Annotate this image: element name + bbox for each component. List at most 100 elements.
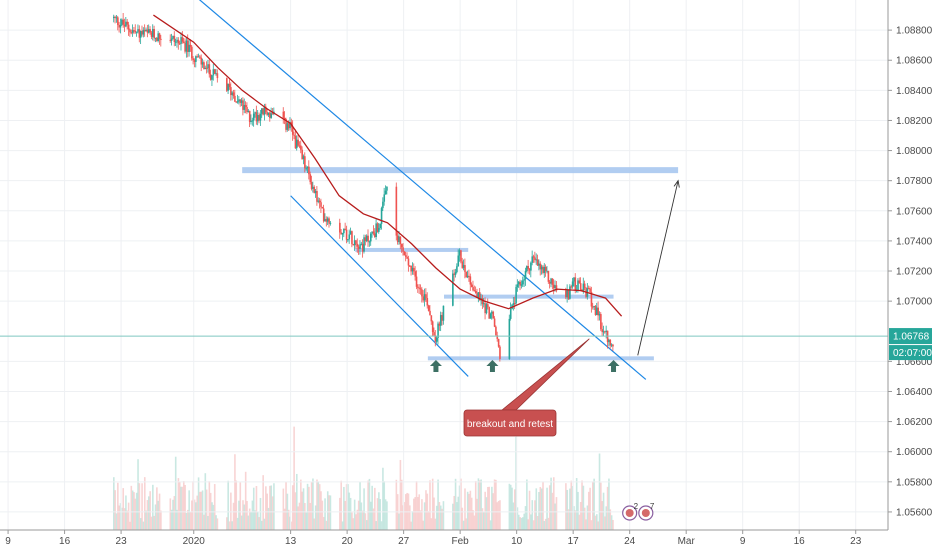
volume-bar	[522, 517, 524, 530]
volume-bar	[156, 487, 158, 530]
volume-bar	[575, 478, 578, 530]
volume-bar	[192, 481, 194, 530]
volume-bar	[474, 480, 477, 530]
candle-body	[365, 235, 368, 241]
candle-body	[287, 123, 290, 129]
x-tick-label: 9	[5, 536, 11, 547]
candle-body	[199, 56, 201, 58]
candle-body	[567, 289, 570, 299]
candle-body	[410, 265, 412, 272]
candle-body	[117, 17, 119, 26]
candle-body	[141, 31, 143, 35]
candle-body	[569, 286, 571, 299]
y-tick-label: 1.07400	[896, 236, 932, 247]
candle-body	[578, 280, 581, 284]
candle-body	[215, 73, 217, 75]
candle-body	[597, 307, 599, 316]
volume-bar	[142, 521, 145, 530]
candle-body	[203, 62, 205, 70]
candle-body	[538, 263, 540, 266]
candle-body	[197, 56, 200, 58]
callout-text: breakout and retest	[467, 419, 553, 430]
zone-mid-resistance	[355, 247, 469, 252]
candle-body	[282, 111, 285, 118]
candle-body	[512, 303, 515, 305]
volume-bar	[204, 473, 207, 530]
candle-body	[487, 304, 489, 307]
y-tick-label: 1.06200	[896, 417, 932, 428]
candle-body	[236, 101, 239, 103]
volume-bar	[539, 486, 542, 530]
candle-body	[254, 112, 256, 114]
candle-body	[402, 247, 404, 252]
volume-bar	[484, 491, 486, 530]
candle-body	[427, 305, 430, 311]
volume-bar	[248, 508, 251, 530]
volume-bar	[255, 486, 258, 530]
volume-bar	[433, 497, 435, 530]
x-tick-label: 2020	[183, 536, 206, 547]
volume-bar	[115, 513, 118, 530]
callout-box	[463, 409, 557, 437]
volume-bar	[458, 485, 461, 530]
candle-body	[468, 275, 470, 277]
volume-bar	[122, 488, 125, 530]
volume-bar	[380, 521, 383, 530]
volume-bar	[508, 483, 511, 530]
candle-body	[180, 37, 182, 44]
candle-body	[411, 267, 414, 272]
volume-bar	[197, 477, 200, 530]
candle-body	[118, 25, 120, 28]
y-tick-label: 1.05800	[896, 477, 932, 488]
volume-bar	[427, 511, 430, 530]
candle-body	[550, 278, 552, 284]
candle-body	[204, 67, 207, 70]
candle-body	[540, 266, 543, 270]
volume-bar	[454, 478, 457, 530]
volume-bar	[434, 518, 437, 530]
candle-body	[308, 166, 310, 175]
candle-body	[375, 223, 377, 238]
volume-bar	[185, 512, 188, 530]
candle-body	[302, 156, 305, 159]
volume-bar	[181, 486, 184, 530]
candle-body	[150, 32, 153, 37]
candle-body	[125, 21, 127, 27]
candle-body	[605, 330, 608, 332]
candle-body	[213, 69, 216, 74]
candle-body	[255, 112, 258, 122]
projection-arrow-line	[637, 180, 679, 356]
candle-body	[418, 287, 421, 289]
candle-body	[252, 113, 255, 121]
candle-body	[127, 24, 130, 30]
volume-bar	[117, 482, 119, 530]
volume-bar	[441, 508, 443, 530]
volume-bar	[180, 486, 182, 530]
candle-body	[406, 256, 408, 259]
candle-body	[465, 271, 468, 278]
volume-bar	[328, 495, 330, 530]
x-tick-label: 23	[850, 536, 862, 547]
volume-bar	[535, 488, 538, 530]
candle-body	[442, 305, 445, 321]
annotation: breakout and retest	[463, 338, 590, 437]
candle-body	[157, 33, 160, 41]
x-tick-label: 17	[568, 536, 580, 547]
volume-bar	[215, 515, 217, 530]
volume-bar	[429, 480, 431, 530]
volume-bar	[370, 501, 372, 530]
candle-body	[417, 286, 419, 288]
candle-body	[235, 101, 238, 103]
volume-bar	[317, 481, 320, 530]
candle-body	[298, 145, 301, 147]
volume-bar	[302, 488, 305, 530]
volume-bar	[291, 485, 294, 530]
candle-body	[516, 284, 519, 288]
volume-bar	[531, 500, 534, 530]
volume-bar	[379, 499, 382, 530]
volume-bar	[246, 500, 248, 530]
candle-body	[329, 222, 332, 224]
candle-body	[431, 321, 434, 333]
candle-body	[522, 280, 524, 285]
